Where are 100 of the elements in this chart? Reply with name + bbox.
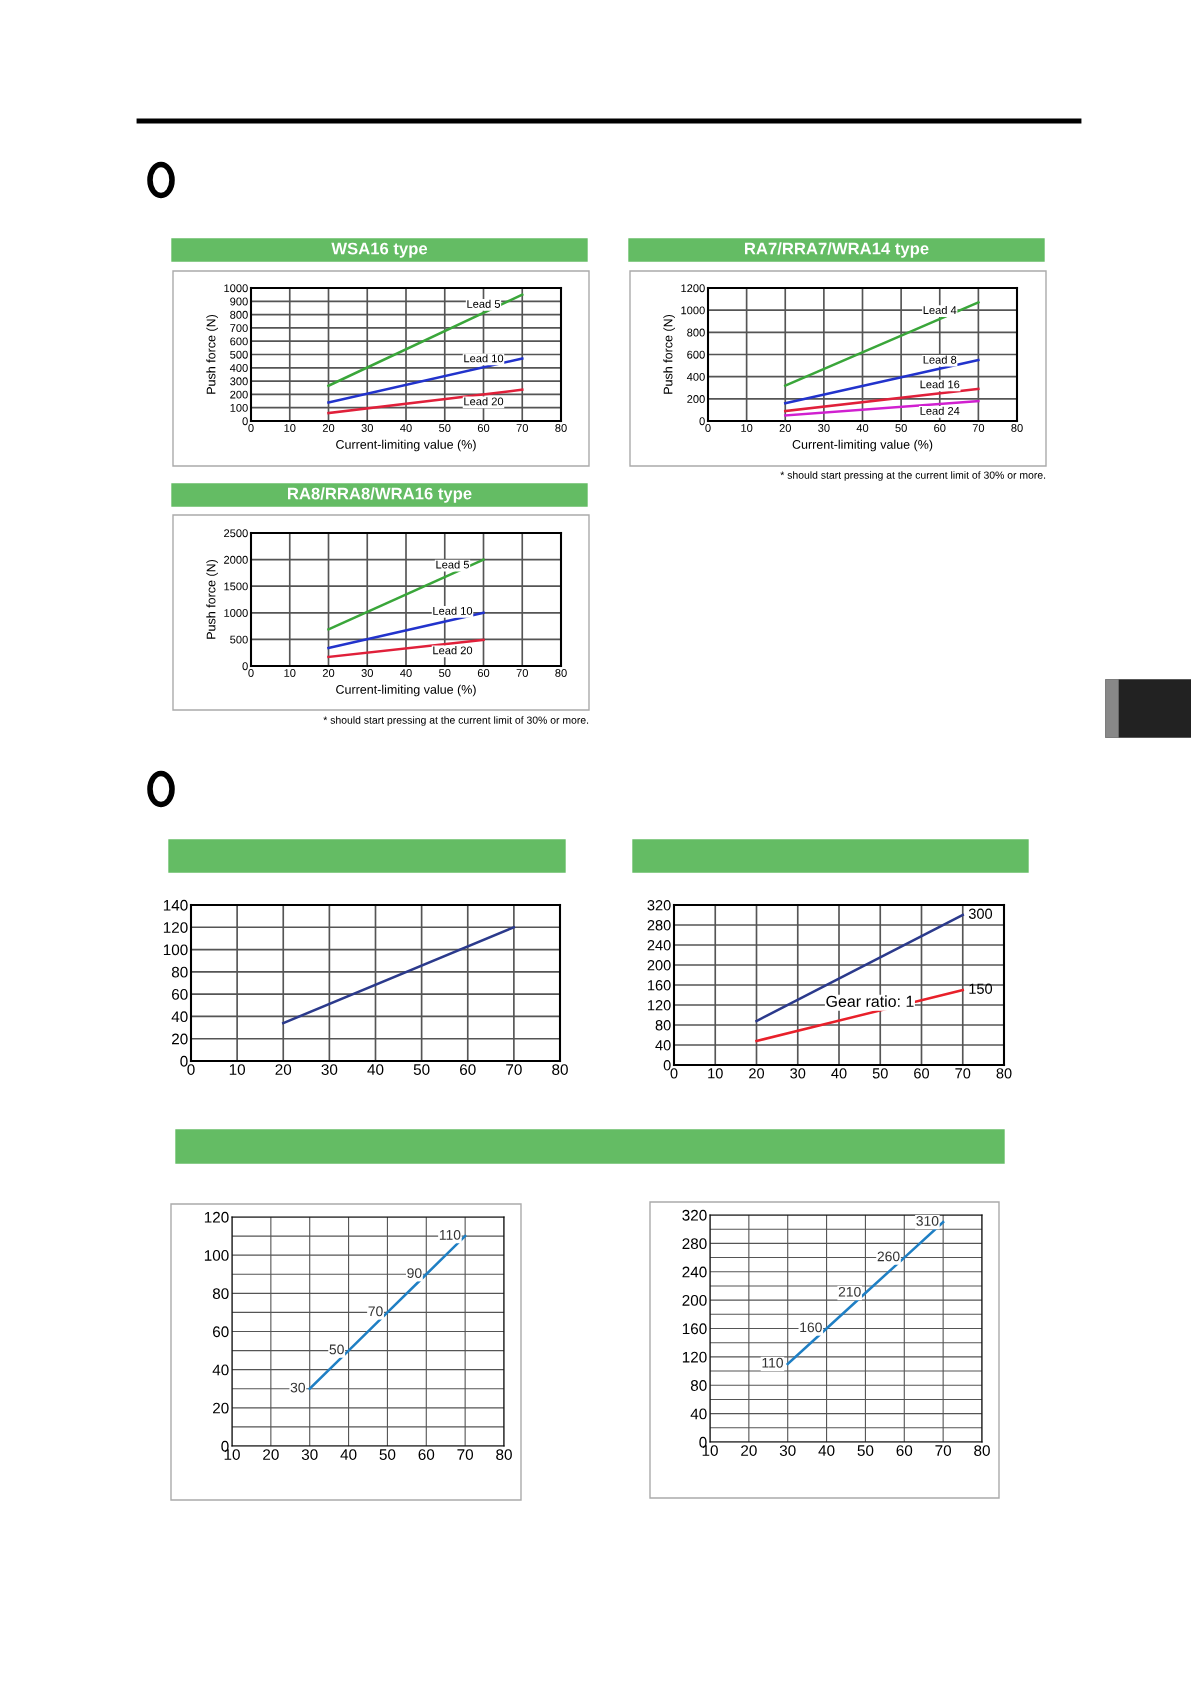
- x-tick-label: 20: [275, 1064, 292, 1075]
- y-tick-label: 500: [230, 635, 248, 644]
- data-label: 300: [968, 908, 993, 919]
- y-tick-label: 200: [682, 1294, 707, 1306]
- data-label: 260: [877, 1251, 900, 1262]
- series-label: Lead 8: [923, 355, 957, 364]
- y-tick-label: 40: [171, 1011, 188, 1023]
- y-tick-label: 80: [690, 1380, 707, 1391]
- data-label: 30: [290, 1382, 306, 1393]
- data-label: 310: [916, 1215, 939, 1226]
- y-axis-title: Push force (N): [663, 314, 675, 394]
- y-tick-label: 20: [172, 1033, 188, 1045]
- x-tick-label: 0: [670, 1068, 678, 1079]
- x-tick-label: 40: [367, 1064, 384, 1075]
- y-tick-label: 100: [230, 403, 248, 412]
- y-tick-label: 100: [204, 1250, 229, 1261]
- x-tick-label: 80: [552, 1064, 568, 1075]
- data-label: 70: [368, 1306, 383, 1317]
- x-axis-title: Current-limiting value (%): [336, 439, 476, 452]
- y-axis-title: Push force (N): [206, 314, 218, 394]
- y-tick-label: 80: [212, 1288, 229, 1300]
- x-axis-title: Current-limiting value (%): [792, 439, 933, 452]
- data-label: 110: [762, 1357, 784, 1368]
- y-tick-label: 1000: [224, 284, 248, 293]
- x-tick-label: 60: [418, 1449, 435, 1460]
- x-tick-label: 80: [1011, 424, 1023, 432]
- x-tick-label: 80: [555, 424, 567, 432]
- x-tick-label: 30: [790, 1068, 806, 1079]
- y-tick-label: 0: [699, 417, 705, 426]
- y-tick-label: 280: [682, 1238, 707, 1250]
- x-tick-label: 40: [856, 424, 869, 432]
- x-tick-label: 20: [741, 1445, 757, 1456]
- x-tick-label: 10: [741, 424, 753, 432]
- y-tick-label: 0: [242, 417, 248, 426]
- x-tick-label: 80: [555, 669, 567, 677]
- x-tick-label: 60: [934, 424, 946, 432]
- data-label: 90: [407, 1268, 422, 1278]
- y-tick-label: 400: [686, 372, 705, 381]
- y-tick-label: 700: [230, 324, 248, 333]
- x-tick-label: 30: [818, 424, 830, 432]
- data-label: 150: [969, 983, 993, 994]
- y-tick-label: 2500: [224, 529, 248, 538]
- y-tick-label: 320: [682, 1209, 707, 1221]
- x-tick-label: 20: [749, 1068, 765, 1079]
- y-tick-label: 1000: [224, 609, 248, 617]
- x-tick-label: 60: [477, 424, 490, 432]
- y-tick-label: 120: [163, 922, 188, 933]
- series-label: Lead 10: [464, 354, 504, 363]
- y-tick-label: 600: [687, 350, 705, 359]
- x-tick-label: 20: [322, 424, 335, 432]
- x-tick-label: 80: [996, 1068, 1012, 1079]
- y-tick-label: 200: [647, 960, 671, 971]
- y-tick-label: 300: [230, 377, 248, 386]
- series-label: Lead 5: [436, 560, 470, 569]
- x-tick-label: 60: [914, 1068, 930, 1079]
- y-axis-title: Push force (N): [206, 559, 218, 639]
- x-tick-label: 70: [516, 424, 528, 432]
- x-tick-label: 10: [284, 424, 296, 432]
- x-tick-label: 60: [896, 1445, 913, 1456]
- x-tick-label: 0: [248, 669, 254, 677]
- x-tick-label: 50: [872, 1068, 888, 1079]
- x-tick-label: 60: [477, 669, 490, 677]
- y-tick-label: 40: [212, 1364, 229, 1376]
- y-tick-label: 1200: [681, 284, 705, 293]
- series-label: Lead 10: [433, 606, 473, 615]
- y-tick-label: 120: [204, 1211, 229, 1223]
- x-tick-label: 30: [779, 1445, 796, 1456]
- y-tick-label: 120: [682, 1351, 707, 1363]
- y-tick-label: 60: [213, 1326, 229, 1338]
- y-tick-label: 200: [687, 395, 705, 403]
- y-tick-label: 60: [172, 989, 188, 1000]
- x-tick-label: 40: [340, 1449, 357, 1460]
- x-tick-label: 10: [284, 669, 296, 677]
- x-tick-label: 10: [708, 1068, 723, 1079]
- y-tick-label: 1500: [224, 582, 248, 591]
- y-tick-label: 0: [242, 662, 248, 671]
- series-label: Lead 16: [920, 380, 960, 389]
- y-tick-label: 280: [647, 920, 671, 931]
- y-tick-label: 160: [682, 1323, 707, 1335]
- y-tick-label: 100: [163, 944, 188, 956]
- y-tick-label: 140: [163, 899, 188, 911]
- data-label: 160: [800, 1322, 822, 1333]
- y-tick-label: 600: [230, 337, 248, 346]
- x-tick-label: 80: [974, 1445, 990, 1456]
- x-tick-label: 70: [935, 1445, 952, 1456]
- x-tick-label: 80: [496, 1449, 512, 1460]
- text: * should start pressing at the current limit of 30% or more.: [780, 471, 1046, 481]
- x-tick-label: 30: [321, 1064, 338, 1075]
- x-tick-label: 40: [400, 424, 412, 432]
- x-tick-label: 30: [361, 669, 373, 677]
- x-tick-label: 0: [187, 1064, 195, 1075]
- x-tick-label: 70: [506, 1064, 522, 1075]
- y-tick-label: 20: [213, 1402, 229, 1414]
- x-tick-label: 50: [439, 669, 451, 677]
- y-tick-label: 80: [655, 1020, 671, 1031]
- y-tick-label: 900: [230, 297, 248, 306]
- y-tick-label: 40: [690, 1408, 707, 1420]
- series-label: Lead 4: [923, 305, 957, 315]
- x-tick-label: 30: [361, 424, 373, 432]
- y-tick-label: 320: [647, 900, 671, 911]
